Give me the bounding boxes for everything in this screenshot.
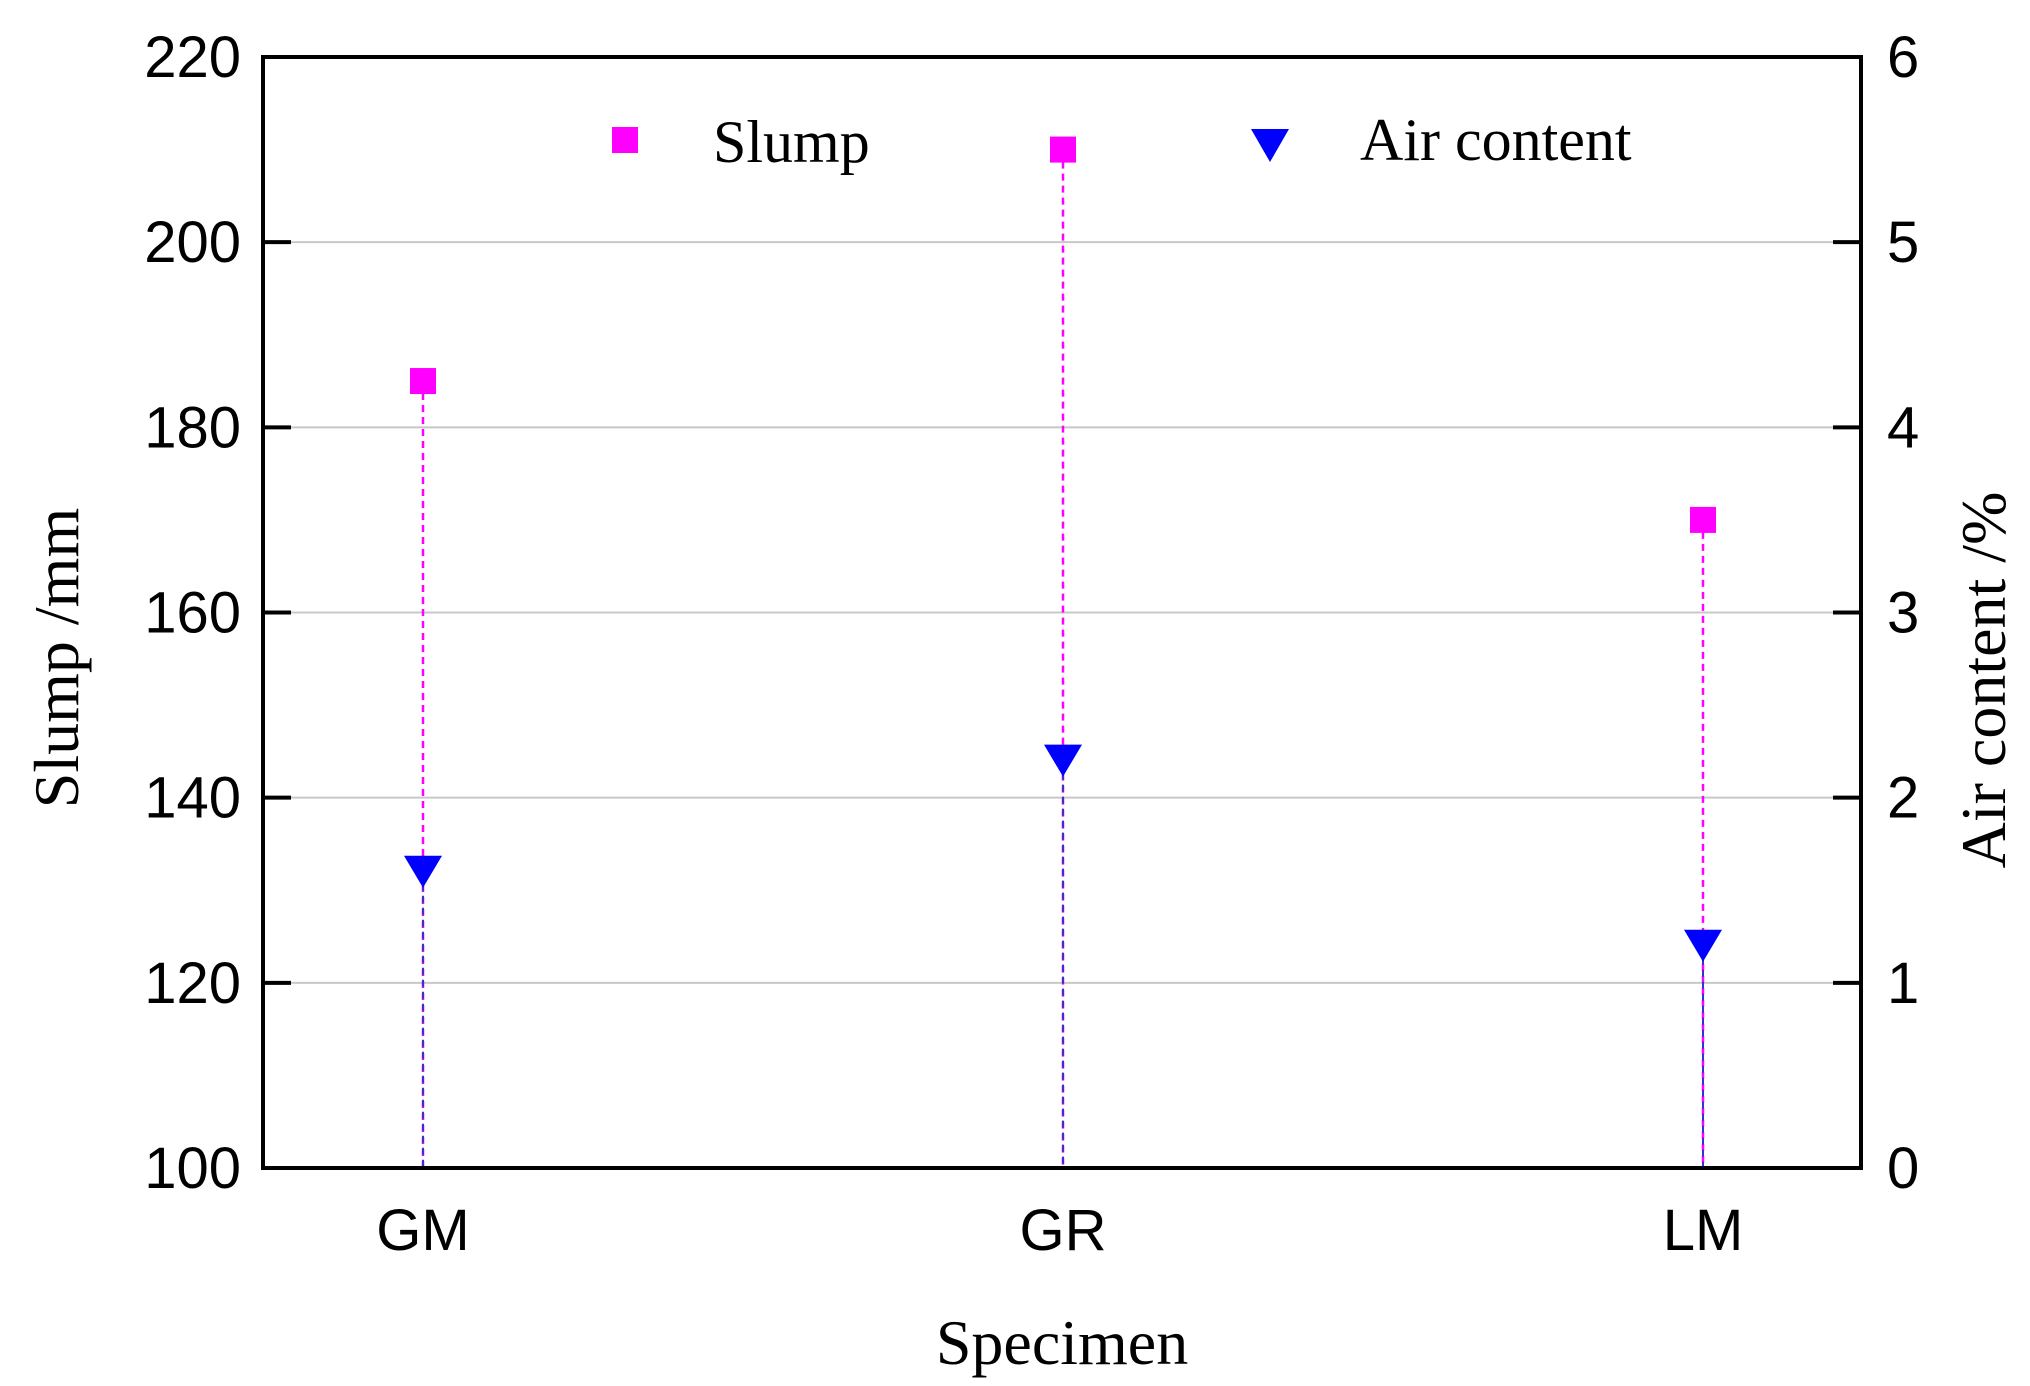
left-y-axis-title: Slump /mm [21, 508, 92, 809]
right-y-axis-title: Air content /% [1948, 492, 2019, 869]
x-tick-label: LM [1663, 1198, 1744, 1263]
slump-point [1050, 136, 1076, 163]
right-y-tick-label: 4 [1887, 395, 1919, 460]
x-tick-label: GR [1020, 1198, 1107, 1263]
x-tick-label: GM [376, 1198, 469, 1263]
left-y-tick-label: 120 [144, 951, 241, 1016]
x-axis: GM GR LM [376, 1198, 1743, 1263]
legend-air-content-label: Air content [1360, 107, 1632, 173]
left-y-tick-label: 140 [144, 766, 241, 831]
air-content-point [1684, 929, 1722, 962]
right-y-axis: 0 1 2 3 4 5 6 [1833, 25, 1919, 1201]
right-y-tick-label: 0 [1887, 1136, 1919, 1201]
right-y-tick-label: 2 [1887, 766, 1919, 831]
right-y-tick-label: 6 [1887, 25, 1919, 90]
right-y-tick-label: 1 [1887, 951, 1919, 1016]
slump-point [410, 368, 436, 395]
legend-slump-label: Slump [713, 109, 870, 175]
left-y-tick-label: 220 [144, 25, 241, 90]
x-axis-title: Specimen [936, 1307, 1188, 1378]
slump-point [1690, 506, 1716, 533]
legend-air-content-marker [1251, 129, 1289, 162]
air-content-point [1044, 744, 1082, 777]
left-y-tick-label: 100 [144, 1136, 241, 1201]
air-content-point [404, 855, 442, 888]
right-y-tick-label: 3 [1887, 581, 1919, 646]
drop-lines [421, 149, 1705, 1168]
left-y-tick-label: 160 [144, 581, 241, 646]
right-y-tick-label: 5 [1887, 210, 1919, 275]
data-markers [404, 136, 1722, 962]
left-y-axis: 100 120 140 160 180 200 220 [144, 25, 291, 1201]
legend-slump-marker [612, 127, 638, 153]
legend: Slump Air content [612, 107, 1632, 175]
left-y-tick-label: 180 [144, 395, 241, 460]
left-y-tick-label: 200 [144, 210, 241, 275]
